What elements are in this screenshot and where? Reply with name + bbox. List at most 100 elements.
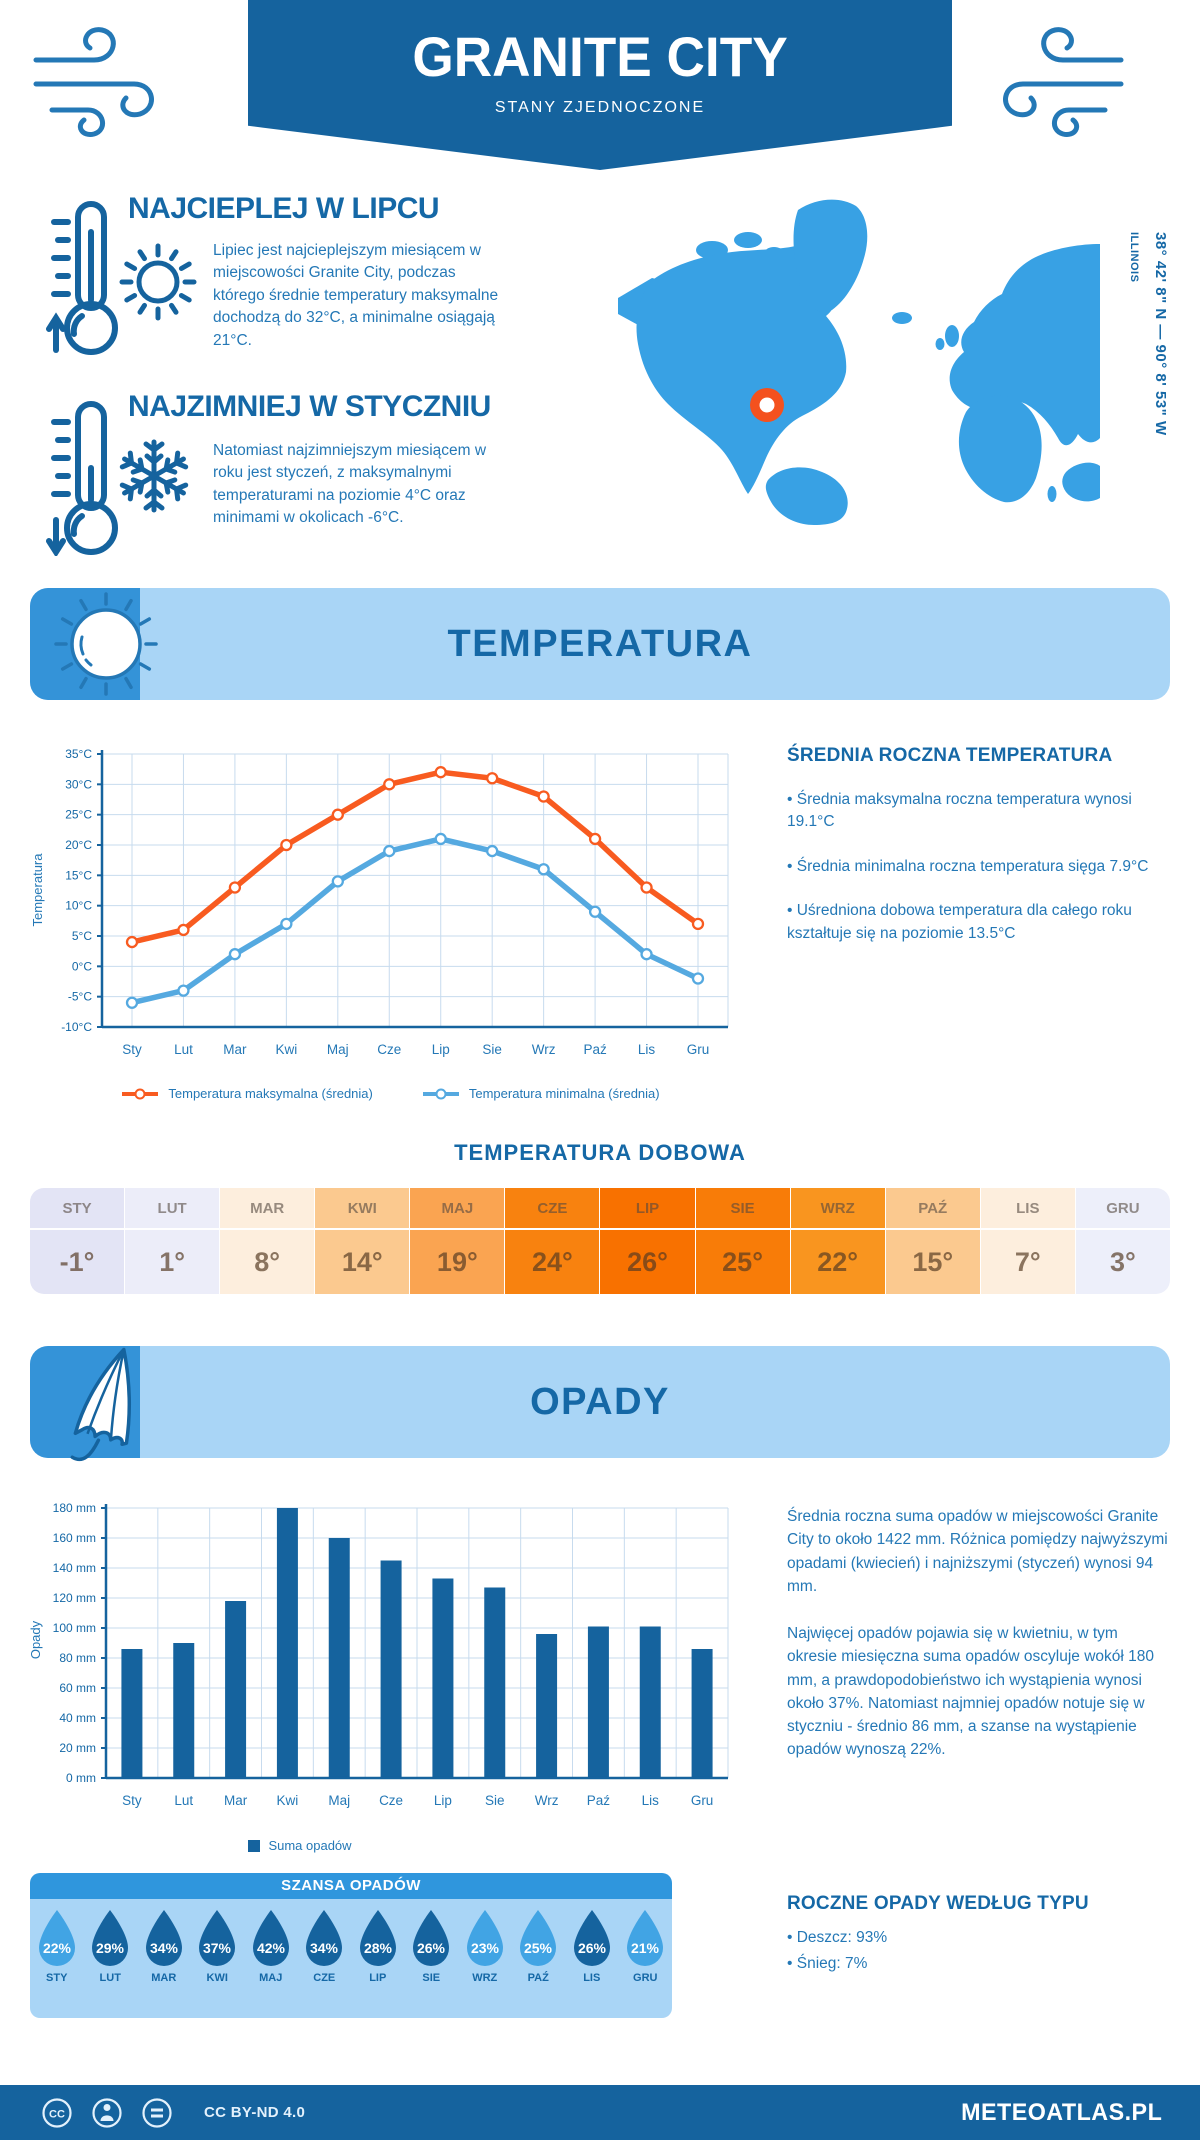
coldest-month-heading: NAJZIMNIEJ W STYCZNIU (128, 390, 491, 423)
daily-temp-value: 8° (254, 1247, 281, 1277)
svg-text:Mar: Mar (223, 1042, 247, 1057)
location-region-label: ILLINOIS (1128, 232, 1140, 283)
svg-text:Maj: Maj (327, 1042, 349, 1057)
annual-temp-summary: ŚREDNIA ROCZNA TEMPERATURA • Średnia mak… (787, 745, 1169, 945)
svg-text:Sty: Sty (122, 1042, 142, 1057)
daily-temp-value: 25° (722, 1247, 763, 1277)
precip-chance-month: MAR (151, 1972, 177, 1984)
daily-temp-column: CZE 24° (505, 1188, 600, 1294)
warmest-month-heading: NAJCIEPLEJ W LIPCU (128, 192, 440, 225)
svg-text:Wrz: Wrz (535, 1793, 559, 1808)
svg-text:20 mm: 20 mm (59, 1741, 96, 1755)
raindrop-icon: 42% (252, 1910, 289, 1966)
precipitation-section-banner: OPADY (30, 1346, 1170, 1462)
precipitation-bar-chart: 180 mm 160 mm 140 mm 120 mm 100 mm 80 mm 60 mm… (40, 1492, 740, 1822)
svg-text:15°C: 15°C (65, 868, 92, 882)
precip-chance-item: 34% CZE (298, 1899, 352, 2018)
svg-text:Lut: Lut (174, 1793, 193, 1808)
precip-chance-month: WRZ (472, 1972, 498, 1984)
legend-item: Temperatura maksymalna (średnia) (120, 1086, 373, 1101)
daily-temp-value: 14° (341, 1247, 383, 1277)
svg-text:Gru: Gru (687, 1042, 710, 1057)
brand-logo: METEOATLAS.PL (960, 2098, 1162, 2126)
daily-temp-column: KWI 14° (315, 1188, 410, 1294)
precip-chance-item: 25% PAŹ (512, 1899, 566, 2018)
raindrop-icon: 34% (306, 1910, 343, 1966)
legend-item: Temperatura minimalna (średnia) (421, 1086, 660, 1101)
daily-temp-month: GRU (1075, 1188, 1170, 1230)
raindrop-icon: 29% (92, 1910, 129, 1966)
precip-chance-item: 42% MAJ (244, 1899, 298, 2018)
precip-chance-item: 29% LUT (84, 1899, 138, 2018)
precip-chance-item: 21% GRU (619, 1899, 673, 2018)
svg-text:37%: 37% (203, 1940, 232, 1956)
svg-text:40 mm: 40 mm (59, 1711, 96, 1725)
svg-text:25°C: 25°C (65, 808, 92, 822)
daily-temp-column: SIE 25° (695, 1188, 790, 1294)
precip-chance-month: SIE (422, 1972, 441, 1984)
svg-text:Lis: Lis (638, 1042, 656, 1057)
precip-chance-month: PAŹ (527, 1972, 549, 1984)
daily-temp-month: STY (30, 1188, 125, 1230)
raindrop-icon: 28% (359, 1910, 396, 1966)
svg-text:22%: 22% (43, 1940, 72, 1956)
svg-text:25%: 25% (524, 1940, 553, 1956)
daily-temp-month: CZE (505, 1188, 600, 1230)
precip-chance-item: 37% KWI (191, 1899, 245, 2018)
svg-text:180 mm: 180 mm (53, 1501, 96, 1515)
warmest-month-text: Lipiec jest najcieplejszym miesiącem w m… (213, 242, 499, 349)
svg-text:60 mm: 60 mm (59, 1681, 96, 1695)
precip-by-type-heading: ROCZNE OPADY WEDŁUG TYPU (787, 1893, 1089, 1914)
svg-text:23%: 23% (471, 1940, 500, 1956)
legend-item: Suma opadów (248, 1838, 352, 1853)
daily-temp-month: LIP (600, 1188, 695, 1230)
svg-text:26%: 26% (417, 1940, 446, 1956)
daily-temp-value: 7° (1014, 1247, 1041, 1277)
precip-chance-title: SZANSA OPADÓW (30, 1873, 672, 1899)
daily-temp-column: LIP 26° (600, 1188, 695, 1294)
temperature-section-title: TEMPERATURA (447, 623, 753, 665)
daily-temp-column: WRZ 22° (790, 1188, 885, 1294)
daily-temp-column: GRU 3° (1075, 1188, 1170, 1294)
svg-text:Kwi: Kwi (275, 1042, 297, 1057)
daily-temp-value: 24° (532, 1247, 573, 1277)
coldest-month-text: Natomiast najzimniejszym miesiącem w rok… (213, 442, 487, 527)
svg-text:29%: 29% (96, 1940, 125, 1956)
precip-chance-item: 28% LIP (351, 1899, 405, 2018)
svg-text:Lip: Lip (434, 1793, 452, 1808)
svg-text:Lis: Lis (642, 1793, 660, 1808)
raindrop-icon: 22% (38, 1910, 75, 1966)
svg-text:Sie: Sie (485, 1793, 505, 1808)
raindrop-icon: 25% (520, 1910, 557, 1966)
daily-temp-month: MAR (220, 1188, 315, 1230)
page-title: GRANITE CITY (412, 25, 788, 88)
svg-text:120 mm: 120 mm (53, 1591, 96, 1605)
wind-swirl-icon (30, 22, 162, 150)
daily-temp-value: -1° (59, 1247, 95, 1277)
svg-text:Sty: Sty (122, 1793, 142, 1808)
temperature-line-chart: 35°C 30°C 25°C 20°C 15°C 10°C 5°C 0°C -5°C -10°C S… (40, 742, 740, 1077)
daily-temp-month: PAŹ (885, 1188, 980, 1230)
precip-by-type: ROCZNE OPADY WEDŁUG TYPU • Deszcz: 93% •… (787, 1893, 1169, 1978)
annual-temp-bullet: • Średnia minimalna roczna temperatura s… (787, 857, 1149, 875)
precip-chance-month: KWI (206, 1972, 228, 1984)
precip-chance-item: 34% MAR (137, 1899, 191, 2018)
svg-text:30°C: 30°C (65, 777, 92, 791)
precip-chance-month: MAJ (259, 1972, 283, 1984)
umbrella-banner-icon (60, 1346, 180, 1471)
raindrop-icon: 26% (413, 1910, 450, 1966)
footer-bar: CC CC BY-ND 4.0 METEOATLAS.PL (0, 2085, 1200, 2140)
svg-text:Paź: Paź (583, 1042, 607, 1057)
sun-banner-icon (52, 590, 160, 698)
wind-swirl-icon (995, 22, 1127, 150)
svg-text:80 mm: 80 mm (59, 1651, 96, 1665)
svg-text:Cze: Cze (379, 1793, 403, 1808)
svg-text:Maj: Maj (328, 1793, 350, 1808)
svg-text:-5°C: -5°C (68, 990, 92, 1004)
raindrop-icon: 26% (573, 1910, 610, 1966)
svg-text:160 mm: 160 mm (53, 1531, 96, 1545)
daily-temp-value: 15° (912, 1247, 954, 1277)
daily-temp-column: LUT 1° (125, 1188, 220, 1294)
annual-temp-bullet: • Uśredniona dobowa temperatura dla całe… (787, 902, 1132, 942)
